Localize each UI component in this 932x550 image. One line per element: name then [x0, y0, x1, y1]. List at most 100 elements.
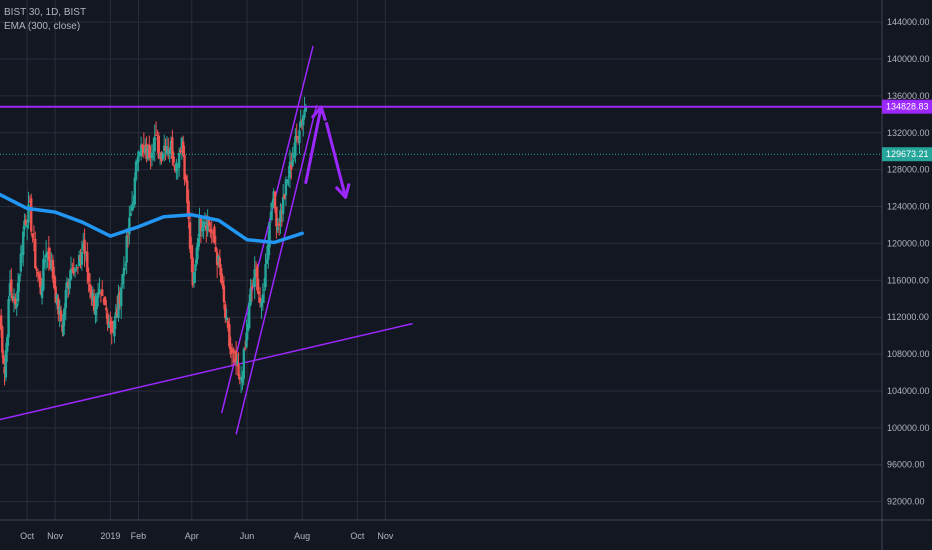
candle-body: [46, 251, 49, 257]
candle-body: [54, 286, 57, 303]
candle-body: [24, 219, 27, 225]
candle-body: [113, 320, 116, 337]
candle-body: [18, 275, 21, 282]
candle-body: [163, 145, 166, 151]
candle-body: [132, 201, 135, 206]
candle-body: [188, 222, 192, 250]
candle-body: [300, 120, 304, 122]
candle-body: [304, 106, 307, 112]
candle-body: [42, 258, 45, 290]
time-axis[interactable]: Oct Nov 2019 Feb Apr Jun Aug Oct Nov: [20, 531, 394, 541]
candle-body: [256, 266, 259, 291]
candle-body: [158, 155, 162, 157]
price-tick-label: 92000.00: [887, 497, 925, 507]
candle-body: [63, 307, 66, 315]
candle-body: [27, 204, 30, 223]
candle-body: [62, 313, 65, 335]
candle-body: [110, 320, 113, 333]
candle-body: [35, 268, 38, 271]
candle-body: [246, 324, 250, 332]
price-tick-label: 100000.00: [887, 423, 930, 433]
candle-body: [105, 307, 108, 311]
candle-body: [51, 259, 55, 279]
candle-body: [34, 239, 37, 269]
price-axis[interactable]: 144000.00 140000.00 136000.00 132000.00 1280…: [882, 17, 932, 507]
candle-body: [90, 290, 93, 298]
candle-body: [225, 316, 228, 321]
candle-body: [271, 202, 274, 208]
price-tick-label: 128000.00: [887, 165, 930, 175]
candle-body: [258, 297, 262, 303]
candle-body: [226, 320, 230, 328]
candle-body: [19, 253, 23, 272]
candle-body: [272, 191, 275, 206]
candle-body: [291, 160, 294, 166]
last-price-tag-bg: [882, 99, 932, 114]
candle-body: [50, 260, 53, 271]
candle-body: [269, 211, 273, 220]
time-tick-label: Jun: [240, 531, 255, 541]
candle-body: [40, 285, 44, 299]
candle-body: [65, 281, 69, 289]
candle-body: [214, 246, 217, 252]
candle-body: [199, 216, 203, 232]
candle-body: [0, 315, 3, 330]
time-tick-label: 2019: [100, 531, 120, 541]
candle-body: [107, 321, 111, 328]
candle-body: [218, 257, 222, 268]
candle-body: [154, 134, 158, 136]
candle-body: [31, 233, 34, 238]
time-tick-label: Apr: [185, 531, 199, 541]
candle-body: [232, 348, 235, 353]
candle-body: [7, 299, 10, 338]
candle-body: [192, 271, 196, 284]
candle-body: [224, 304, 227, 319]
candle-body: [96, 292, 100, 298]
candle-body: [92, 296, 96, 311]
candle-body: [98, 289, 101, 294]
candle-body: [276, 227, 279, 231]
candle-body: [206, 220, 209, 231]
candle-body: [88, 284, 92, 291]
candle-body: [236, 361, 239, 364]
candle-body: [283, 194, 286, 199]
candle-body: [101, 289, 104, 297]
candle-body: [10, 279, 13, 293]
candle-body: [230, 350, 234, 353]
candle-body: [167, 149, 170, 151]
candle-body: [83, 239, 86, 254]
candle-body: [273, 191, 277, 209]
candle-body: [279, 210, 282, 223]
candle-body: [160, 152, 163, 162]
candle-body: [49, 260, 52, 269]
annotation-layer[interactable]: [0, 105, 882, 199]
candle-body: [290, 163, 293, 170]
candle-body: [241, 376, 244, 383]
candle-body: [75, 265, 78, 267]
candle-body: [254, 266, 258, 268]
candle-body: [205, 225, 208, 230]
candle-body: [141, 144, 144, 149]
candle-body: [183, 154, 186, 180]
candle-body: [175, 162, 178, 172]
price-tick-label: 136000.00: [887, 91, 930, 101]
time-tick-label: Nov: [377, 531, 394, 541]
candle-body: [153, 136, 156, 152]
candle-body: [114, 312, 118, 319]
candle-body: [69, 268, 73, 280]
candle-body: [186, 180, 189, 203]
arrow-down-head: [335, 183, 351, 199]
price-tick-label: 96000.00: [887, 460, 925, 470]
candle-body: [121, 273, 124, 285]
candle-body: [128, 217, 131, 235]
candle-body: [58, 307, 61, 315]
candlesticks: [0, 96, 307, 393]
candle-body: [126, 235, 130, 237]
candle-body: [260, 302, 263, 307]
candle-body: [130, 204, 134, 211]
candle-body: [194, 264, 197, 272]
time-tick-label: Feb: [131, 531, 147, 541]
candle-body: [129, 212, 132, 216]
